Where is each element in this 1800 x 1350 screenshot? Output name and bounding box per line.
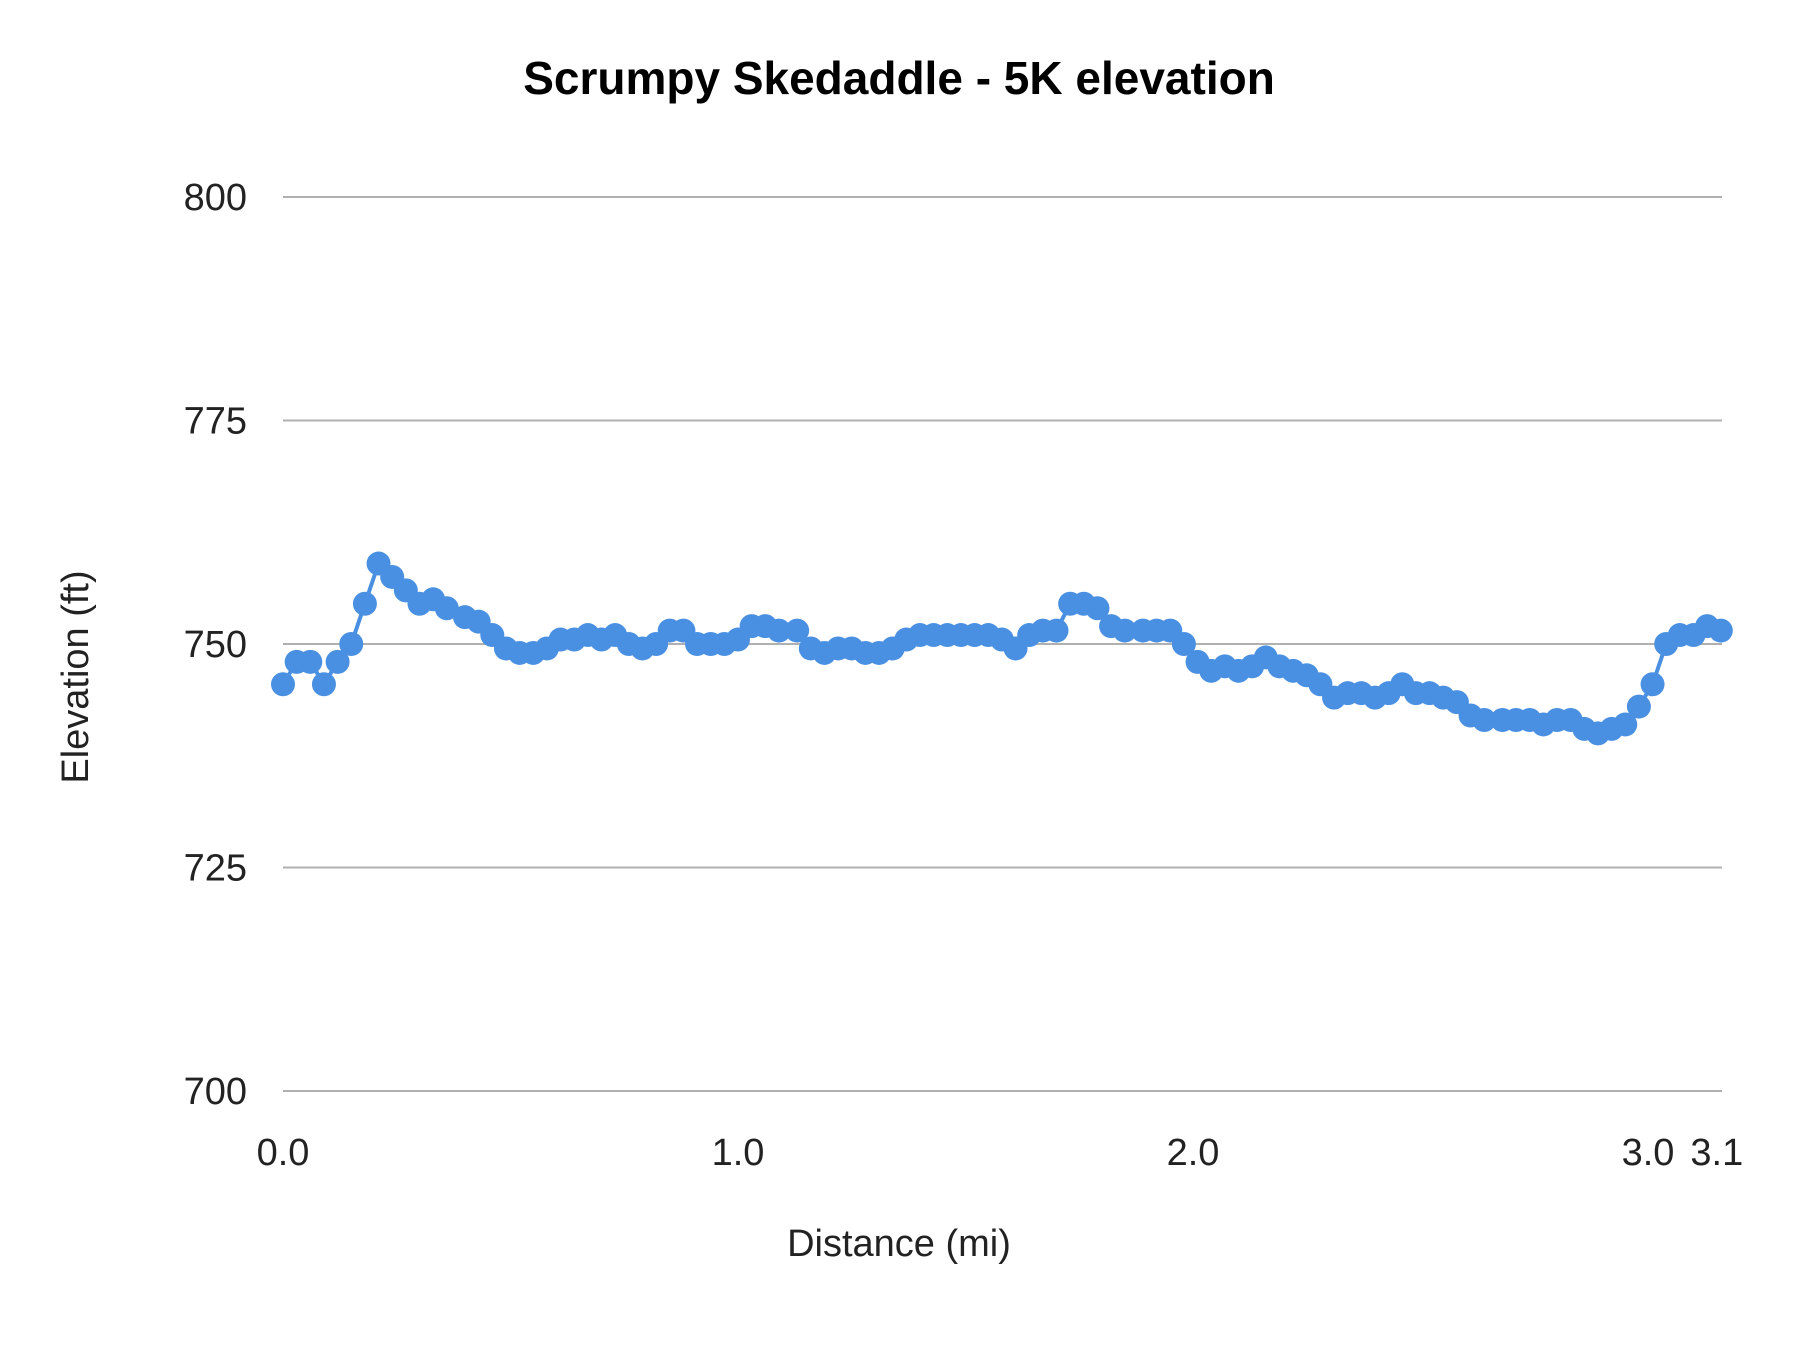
data-point [1626,694,1651,719]
data-point [352,591,377,616]
data-point [766,618,791,643]
data-point [1640,672,1665,697]
data-point [339,632,364,656]
x-tick-label: 3.1 [1690,1132,1743,1174]
y-axis-title: Elevation (ft) [55,570,97,783]
y-tick-label: 700 [184,1071,247,1113]
data-point [311,672,336,697]
elevation-series [271,551,1733,746]
data-point [1044,618,1069,643]
data-point [325,649,350,674]
data-point [1085,596,1110,621]
data-point [271,672,295,697]
x-tick-label: 1.0 [712,1132,765,1174]
data-point [1171,632,1196,656]
y-tick-label: 800 [184,177,247,219]
x-tick-label: 3.0 [1622,1132,1675,1174]
data-point [1112,618,1137,643]
y-tick-label: 725 [184,848,247,890]
data-point [1472,707,1497,732]
x-axis-ticks: 0.0 1.0 2.0 3.0 3.1 [257,1132,1744,1174]
data-point [298,649,323,674]
chart-title: Scrumpy Skedaddle - 5K elevation [523,52,1275,104]
data-point [434,596,459,621]
y-tick-label: 775 [184,401,247,443]
y-axis-ticks: 700 725 750 775 800 [184,177,247,1113]
y-tick-label: 750 [184,624,247,666]
data-point [785,618,810,643]
data-point [1613,712,1638,737]
x-tick-label: 0.0 [257,1132,310,1174]
data-point [1708,618,1733,643]
x-axis-title: Distance (mi) [787,1223,1011,1265]
x-tick-label: 2.0 [1167,1132,1220,1174]
